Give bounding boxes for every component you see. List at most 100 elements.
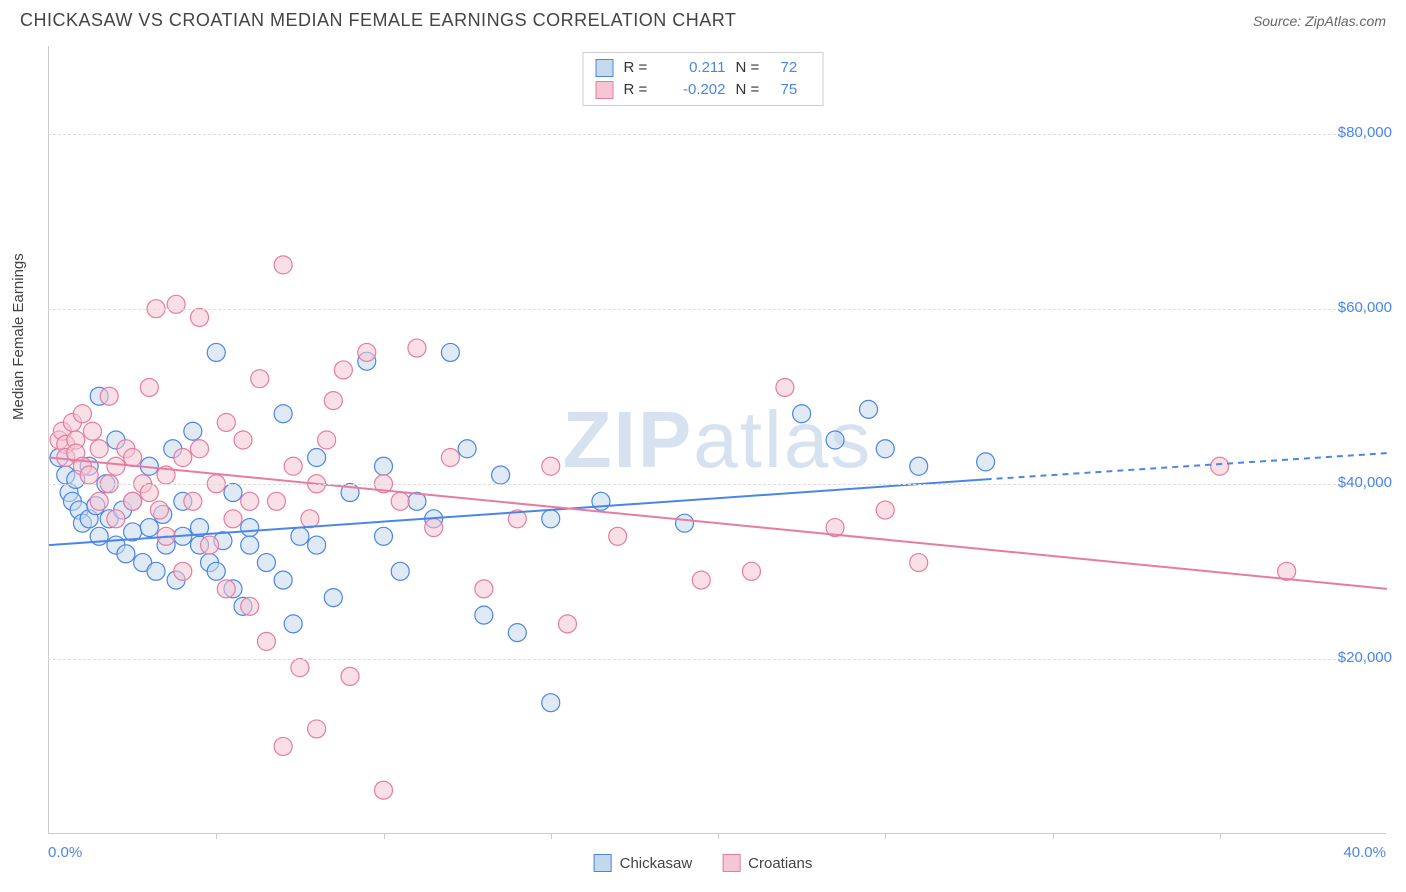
- swatch-series2: [596, 81, 614, 99]
- ytick-label: $20,000: [1338, 649, 1392, 666]
- data-point: [508, 624, 526, 642]
- data-point: [274, 405, 292, 423]
- legend-row-series2: R = -0.202 N = 75: [596, 79, 811, 101]
- data-point: [609, 527, 627, 545]
- header: CHICKASAW VS CROATIAN MEDIAN FEMALE EARN…: [0, 0, 1406, 37]
- data-point: [492, 466, 510, 484]
- data-point: [167, 295, 185, 313]
- legend-label-croatians: Croatians: [748, 855, 812, 872]
- data-point: [284, 457, 302, 475]
- ytick-label: $80,000: [1338, 124, 1392, 141]
- gridline: [48, 484, 1386, 485]
- data-point: [291, 659, 309, 677]
- data-point: [73, 405, 91, 423]
- chart-title: CHICKASAW VS CROATIAN MEDIAN FEMALE EARN…: [20, 10, 736, 31]
- scatter-plot-svg: [49, 46, 1386, 833]
- gridline: [48, 134, 1386, 135]
- data-point: [441, 343, 459, 361]
- data-point: [207, 343, 225, 361]
- gridline: [48, 309, 1386, 310]
- data-point: [291, 527, 309, 545]
- swatch-chickasaw: [594, 854, 612, 872]
- data-point: [977, 453, 995, 471]
- data-point: [241, 536, 259, 554]
- xtick: [1053, 833, 1054, 839]
- data-point: [408, 339, 426, 357]
- data-point: [207, 562, 225, 580]
- xlabel-left: 0.0%: [48, 844, 82, 861]
- data-point: [358, 343, 376, 361]
- data-point: [224, 510, 242, 528]
- data-point: [241, 597, 259, 615]
- data-point: [793, 405, 811, 423]
- y-axis-label: Median Female Earnings: [10, 253, 27, 420]
- data-point: [174, 562, 192, 580]
- xtick: [551, 833, 552, 839]
- xtick: [885, 833, 886, 839]
- swatch-croatians: [722, 854, 740, 872]
- data-point: [826, 431, 844, 449]
- data-point: [184, 422, 202, 440]
- xtick: [1220, 833, 1221, 839]
- data-point: [100, 387, 118, 405]
- series-legend: Chickasaw Croatians: [594, 854, 813, 872]
- data-point: [558, 615, 576, 633]
- data-point: [860, 400, 878, 418]
- data-point: [301, 510, 319, 528]
- data-point: [224, 484, 242, 502]
- data-point: [324, 392, 342, 410]
- chart-area: ZIPatlas: [48, 46, 1386, 834]
- source-attribution: Source: ZipAtlas.com: [1253, 13, 1386, 29]
- data-point: [876, 440, 894, 458]
- swatch-series1: [596, 59, 614, 77]
- data-point: [375, 527, 393, 545]
- data-point: [542, 457, 560, 475]
- data-point: [308, 720, 326, 738]
- xtick: [384, 833, 385, 839]
- data-point: [1211, 457, 1229, 475]
- data-point: [174, 449, 192, 467]
- data-point: [274, 737, 292, 755]
- data-point: [191, 440, 209, 458]
- data-point: [124, 492, 142, 510]
- data-point: [458, 440, 476, 458]
- data-point: [80, 466, 98, 484]
- data-point: [876, 501, 894, 519]
- trend-line-extrapolated: [986, 453, 1387, 479]
- r-value-1: 0.211: [666, 57, 726, 79]
- data-point: [542, 510, 560, 528]
- data-point: [475, 580, 493, 598]
- data-point: [140, 484, 158, 502]
- data-point: [318, 431, 336, 449]
- r-value-2: -0.202: [666, 79, 726, 101]
- legend-item-chickasaw: Chickasaw: [594, 854, 693, 872]
- r-label-2: R =: [624, 79, 656, 101]
- data-point: [375, 781, 393, 799]
- data-point: [441, 449, 459, 467]
- n-label-2: N =: [736, 79, 771, 101]
- data-point: [425, 519, 443, 537]
- legend-item-croatians: Croatians: [722, 854, 812, 872]
- data-point: [83, 422, 101, 440]
- data-point: [334, 361, 352, 379]
- data-point: [140, 519, 158, 537]
- data-point: [542, 694, 560, 712]
- data-point: [241, 492, 259, 510]
- data-point: [742, 562, 760, 580]
- legend-label-chickasaw: Chickasaw: [620, 855, 693, 872]
- xtick: [718, 833, 719, 839]
- data-point: [257, 554, 275, 572]
- ytick-label: $40,000: [1338, 474, 1392, 491]
- data-point: [90, 440, 108, 458]
- data-point: [274, 571, 292, 589]
- data-point: [475, 606, 493, 624]
- data-point: [140, 378, 158, 396]
- data-point: [375, 457, 393, 475]
- data-point: [391, 562, 409, 580]
- data-point: [284, 615, 302, 633]
- data-point: [217, 413, 235, 431]
- data-point: [308, 449, 326, 467]
- legend-row-series1: R = 0.211 N = 72: [596, 57, 811, 79]
- data-point: [910, 457, 928, 475]
- data-point: [107, 510, 125, 528]
